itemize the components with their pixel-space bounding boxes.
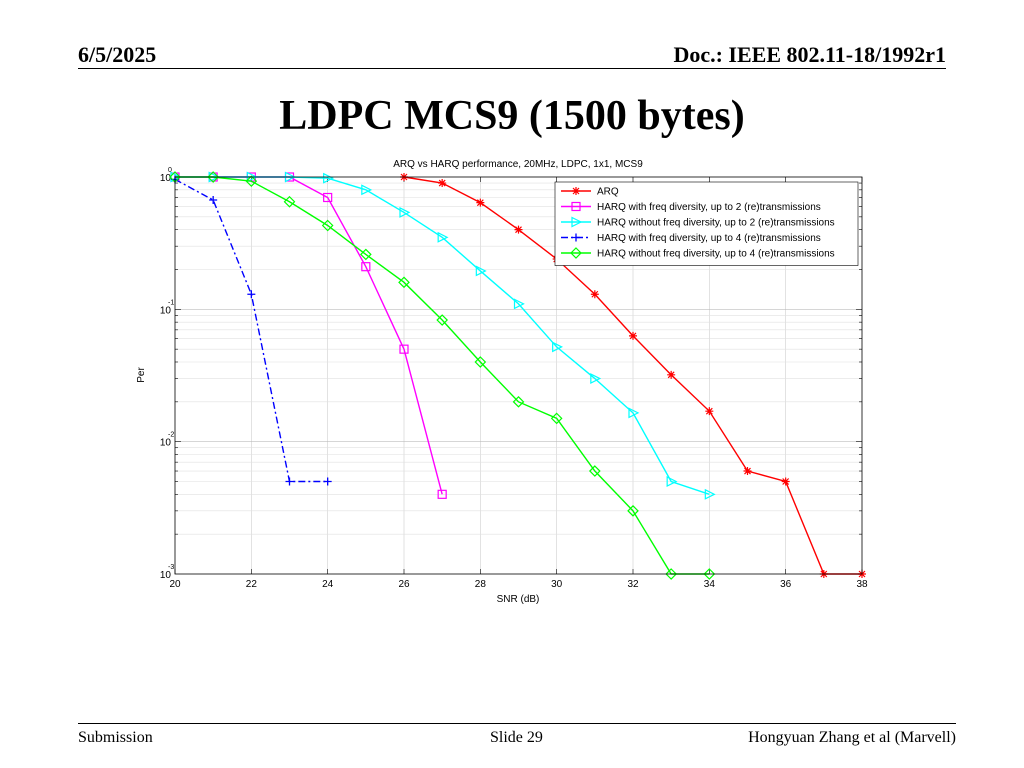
- marker-triangle: [437, 231, 449, 243]
- y-tick-exponent: -1: [168, 299, 174, 306]
- x-axis-label: SNR (dB): [497, 594, 540, 605]
- marker-diamond: [359, 248, 372, 261]
- y-axis-label: Per: [136, 367, 147, 383]
- marker-triangle: [513, 298, 525, 310]
- series-5: [169, 171, 716, 580]
- marker-star-center: [707, 409, 712, 413]
- x-tick-label: 30: [551, 579, 563, 590]
- marker-diamond: [703, 568, 716, 580]
- marker-star-center: [478, 200, 483, 205]
- marker-star-center: [593, 292, 597, 297]
- marker-diamond: [283, 195, 296, 208]
- marker-triangle: [628, 407, 640, 419]
- marker-square: [323, 192, 333, 203]
- x-tick-label: 36: [780, 579, 792, 590]
- marker-plus: [209, 196, 218, 205]
- y-tick-label: 10: [160, 305, 172, 316]
- marker-diamond: [627, 505, 639, 517]
- y-tick-exponent: 0: [168, 167, 172, 174]
- footer-submission: Submission: [78, 729, 153, 746]
- legend-entry-label: ARQ: [597, 187, 619, 198]
- series-line: [175, 176, 710, 575]
- marker-triangle: [552, 341, 564, 353]
- marker-diamond: [474, 356, 487, 368]
- header-date: 6/5/2025: [78, 42, 157, 67]
- marker-star: [667, 370, 676, 379]
- marker-star: [590, 290, 599, 299]
- marker-star-center: [440, 181, 444, 185]
- marker-square: [571, 201, 581, 212]
- marker-diamond: [436, 314, 449, 326]
- marker-diamond: [512, 395, 525, 408]
- marker-star: [572, 187, 580, 195]
- x-tick-label: 32: [627, 579, 639, 590]
- marker-diamond: [321, 219, 334, 232]
- series-4: [171, 175, 332, 486]
- slide-title: LDPC MCS9 (1500 bytes): [279, 93, 745, 139]
- marker-triangle: [590, 373, 602, 384]
- marker-triangle: [571, 216, 583, 228]
- marker-diamond: [245, 175, 258, 188]
- x-tick-label: 22: [246, 579, 258, 590]
- footer-slide-number: Slide 29: [490, 729, 543, 746]
- marker-star: [476, 198, 485, 207]
- legend-entry-label: HARQ without freq diversity, up to 4 (re…: [597, 249, 835, 260]
- marker-star: [743, 467, 752, 476]
- axes-box: [174, 176, 863, 575]
- marker-star-center: [745, 469, 750, 473]
- header-rule: [78, 68, 946, 69]
- header-doc-id: Doc.: IEEE 802.11-18/1992r1: [673, 42, 946, 67]
- x-tick-label: 26: [398, 579, 410, 590]
- marker-diamond: [588, 465, 601, 477]
- marker-plus: [247, 290, 256, 299]
- marker-square: [399, 344, 409, 354]
- marker-star: [438, 179, 447, 188]
- marker-triangle: [361, 184, 373, 196]
- marker-triangle: [323, 172, 335, 184]
- marker-star-center: [631, 334, 635, 338]
- x-tick-label: 38: [856, 579, 868, 590]
- marker-triangle: [399, 206, 411, 218]
- marker-star: [781, 477, 790, 486]
- marker-star: [705, 407, 714, 416]
- legend-box: [554, 181, 859, 266]
- marker-plus: [285, 477, 294, 486]
- marker-star-center: [669, 373, 673, 377]
- y-tick-label: 10: [160, 173, 172, 184]
- legend: ARQ HARQ with freq diversity, up to 2 (re…: [554, 181, 859, 266]
- legend-entry-label: HARQ with freq diversity, up to 4 (re)tr…: [597, 233, 821, 244]
- marker-triangle: [475, 265, 487, 277]
- x-tick-label: 24: [322, 579, 334, 590]
- marker-star-center: [516, 227, 521, 232]
- footer-authors: Hongyuan Zhang et al (Marvell): [748, 729, 956, 746]
- marker-diamond: [398, 276, 410, 289]
- x-tick-label: 20: [169, 579, 181, 590]
- footer-rule: [78, 723, 956, 724]
- y-tick-exponent: -3: [168, 564, 174, 571]
- marker-square: [437, 489, 447, 499]
- marker-diamond: [550, 412, 563, 425]
- marker-star-center: [783, 479, 788, 484]
- marker-plus: [323, 477, 332, 486]
- legend-entry-label: HARQ without freq diversity, up to 2 (re…: [597, 218, 835, 229]
- chart-title: ARQ vs HARQ performance, 20MHz, LDPC, 1x…: [393, 159, 643, 170]
- marker-plus: [572, 233, 580, 242]
- y-tick-label: 10: [160, 438, 172, 449]
- marker-diamond: [665, 568, 678, 580]
- legend-entry-label: HARQ with freq diversity, up to 2 (re)tr…: [597, 202, 821, 213]
- y-tick-label: 10: [160, 570, 172, 581]
- x-tick-label: 34: [704, 579, 716, 590]
- marker-square: [361, 262, 371, 272]
- y-tick-exponent: -2: [168, 432, 174, 439]
- marker-diamond: [570, 247, 582, 259]
- marker-diamond: [207, 171, 220, 183]
- marker-triangle: [666, 476, 678, 487]
- marker-star-center: [574, 189, 578, 193]
- marker-star: [514, 225, 523, 234]
- x-tick-label: 28: [475, 579, 487, 590]
- marker-triangle: [704, 488, 716, 500]
- marker-star: [629, 331, 637, 340]
